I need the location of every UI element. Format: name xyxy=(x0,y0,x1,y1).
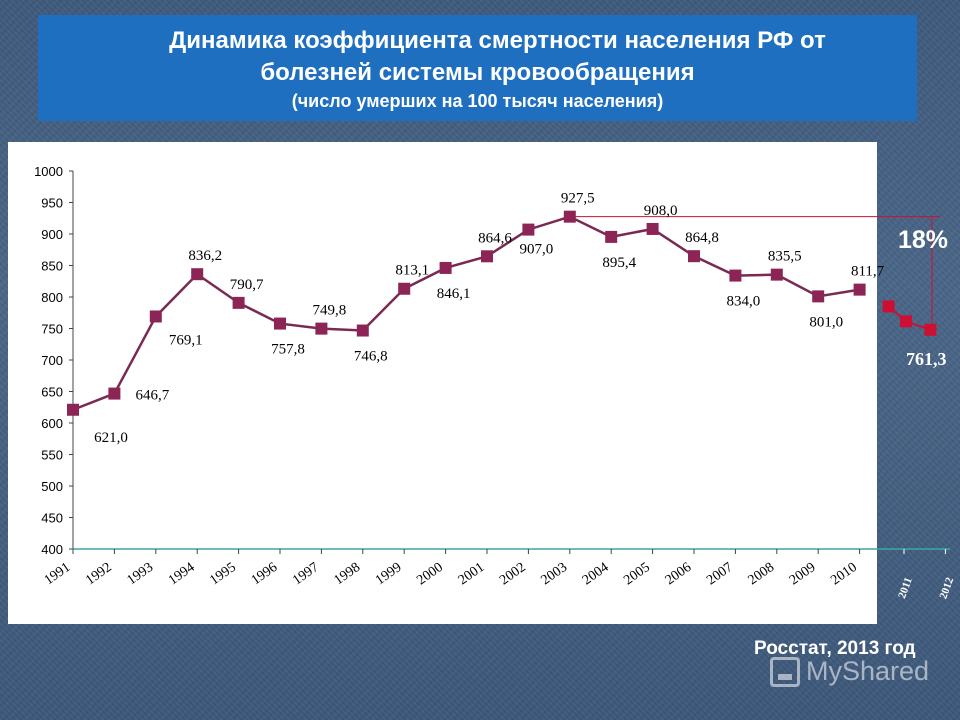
y-tick-label: 700 xyxy=(41,353,63,368)
data-point xyxy=(191,268,204,281)
watermark-text: MyShared xyxy=(806,656,930,686)
data-label: 646,7 xyxy=(136,388,170,404)
source-label: Росстат, 2013 год xyxy=(754,638,916,659)
data-label: 908,0 xyxy=(644,203,678,219)
data-label: 769,1 xyxy=(169,332,203,348)
data-point xyxy=(439,261,452,274)
data-point xyxy=(605,230,618,243)
y-tick-label: 650 xyxy=(41,385,63,400)
x-tick-label: 2002 xyxy=(497,560,529,588)
x-tick-label: 2011 xyxy=(896,576,915,600)
data-point xyxy=(770,268,783,281)
data-point xyxy=(149,310,162,323)
data-point xyxy=(398,282,411,295)
data-point xyxy=(688,250,700,263)
x-tick-label: 2009 xyxy=(787,560,819,588)
data-point xyxy=(356,324,369,337)
data-point xyxy=(563,210,576,223)
x-tick-label: 1995 xyxy=(207,560,239,588)
data-label: 757,8 xyxy=(271,342,305,358)
data-label: 813,1 xyxy=(395,263,429,279)
data-point xyxy=(522,223,535,236)
x-tick-label: 2005 xyxy=(621,560,653,588)
data-point xyxy=(853,283,866,296)
data-point xyxy=(274,317,286,330)
data-label: 864,8 xyxy=(685,230,719,246)
data-point xyxy=(481,250,493,263)
data-label: 846,1 xyxy=(437,286,471,302)
x-tick-label: 2001 xyxy=(456,560,488,588)
x-tick-label: 2007 xyxy=(704,560,736,588)
presentation-icon xyxy=(770,656,800,687)
y-tick-label: 900 xyxy=(41,227,63,242)
x-tick-label: 2012 xyxy=(937,575,956,600)
y-tick-label: 400 xyxy=(41,542,63,557)
data-point xyxy=(108,387,121,400)
x-tick-label: 2010 xyxy=(828,560,860,588)
data-label: 834,0 xyxy=(727,294,761,310)
data-label: 836,2 xyxy=(188,248,222,264)
data-label: 835,5 xyxy=(768,249,802,265)
forecast-point xyxy=(882,300,895,313)
watermark: MyShared xyxy=(770,656,929,687)
x-tick-label: 1991 xyxy=(42,560,74,588)
title-subtitle: (число умерших на 100 тысяч населения) xyxy=(291,91,664,111)
x-tick-label: 1998 xyxy=(332,560,364,588)
data-label: 801,0 xyxy=(809,314,843,330)
x-tick-label: 1992 xyxy=(83,560,115,588)
x-tick-label: 2006 xyxy=(663,560,695,588)
x-tick-label: 1997 xyxy=(290,560,322,588)
y-tick-label: 450 xyxy=(41,511,63,526)
y-tick-label: 850 xyxy=(41,259,63,274)
data-point xyxy=(729,269,742,282)
forecast-value-label: 761,3 xyxy=(906,349,947,369)
forecast-point xyxy=(924,323,937,336)
forecast-point xyxy=(900,315,912,328)
x-tick-label: 1994 xyxy=(166,560,198,588)
reduction-percent-label: 18% xyxy=(898,226,948,254)
y-tick-label: 800 xyxy=(41,290,63,305)
y-tick-label: 600 xyxy=(41,416,63,431)
data-label: 864,6 xyxy=(478,230,512,246)
data-label: 621,0 xyxy=(94,430,128,446)
title-line-2: болезней системы кровообращения xyxy=(260,59,695,86)
y-tick-label: 500 xyxy=(41,479,63,494)
title-line-1: Динамика коэффициента смертности населен… xyxy=(169,27,826,54)
y-tick-label: 550 xyxy=(41,448,63,463)
data-label: 790,7 xyxy=(230,277,264,293)
data-point xyxy=(646,222,659,235)
data-point xyxy=(232,296,245,309)
data-point xyxy=(315,322,328,335)
x-tick-label: 2004 xyxy=(580,560,612,588)
title-box: Динамика коэффициента смертности населен… xyxy=(38,15,917,121)
data-point xyxy=(67,403,79,416)
data-label: 746,8 xyxy=(354,349,388,365)
x-tick-label: 1993 xyxy=(125,560,157,588)
data-label: 907,0 xyxy=(520,242,554,258)
data-label: 811,7 xyxy=(851,264,885,280)
x-tick-label: 1996 xyxy=(249,560,281,588)
x-tick-label: 2003 xyxy=(539,560,571,588)
y-tick-label: 1000 xyxy=(34,164,63,179)
data-point xyxy=(812,290,825,303)
data-label: 895,4 xyxy=(602,255,636,271)
data-label: 749,8 xyxy=(313,303,347,319)
x-tick-label: 1999 xyxy=(373,560,405,588)
chart-area xyxy=(8,142,877,624)
y-tick-label: 750 xyxy=(41,322,63,337)
data-label: 927,5 xyxy=(561,191,595,207)
series-line xyxy=(72,215,860,411)
x-tick-label: 2008 xyxy=(746,560,778,588)
y-tick-label: 950 xyxy=(41,196,63,211)
x-tick-label: 2000 xyxy=(414,560,446,588)
